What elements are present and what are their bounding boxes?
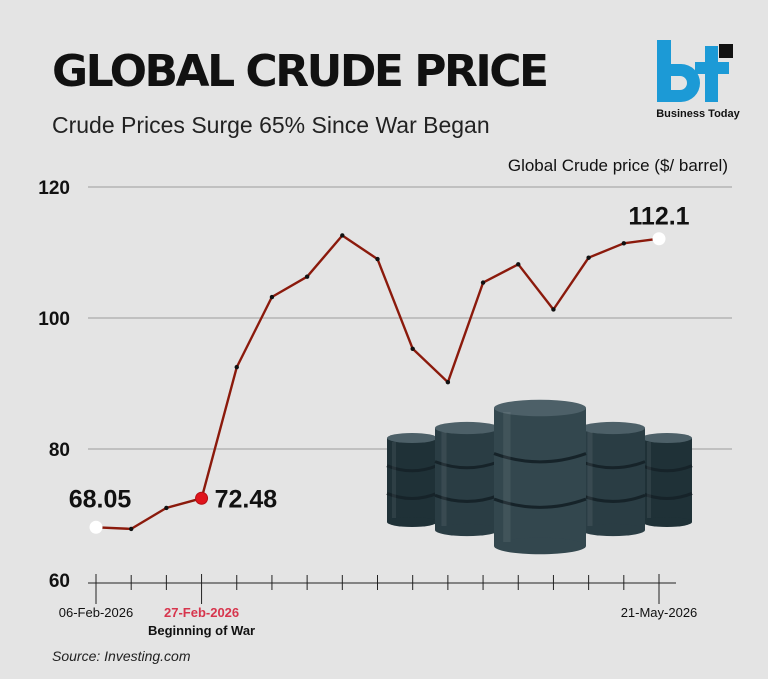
barrel-far-left-shine xyxy=(392,442,396,518)
y-tick-label-120: 120 xyxy=(38,178,70,199)
barrel-right-shine xyxy=(587,432,593,526)
oil-barrels-illustration xyxy=(386,399,693,555)
data-point-15 xyxy=(621,241,627,246)
barrel-left-shine xyxy=(441,432,447,526)
barrel-left xyxy=(434,421,500,537)
barrel-far-left xyxy=(386,432,438,528)
barrel-left-hoop-1 xyxy=(434,493,500,503)
barrel-far-right-body xyxy=(642,438,692,522)
source-note: Source: Investing.com xyxy=(52,648,191,664)
chart-subtitle: Crude Prices Surge 65% Since War Began xyxy=(52,112,490,138)
barrel-center-bottom xyxy=(494,537,586,555)
highlight-marker-0 xyxy=(89,520,103,534)
data-point-8 xyxy=(375,256,380,262)
barrel-right-hoop-1 xyxy=(580,493,646,503)
barrel-left-hoop-0 xyxy=(434,460,500,470)
y-axis-label: Global Crude price ($/ barrel) xyxy=(507,156,728,175)
barrel-left-body xyxy=(435,428,499,530)
data-point-5 xyxy=(269,294,275,300)
barrel-right-bottom xyxy=(581,523,645,537)
data-point-7 xyxy=(340,233,345,238)
barrel-right-body xyxy=(581,428,645,530)
y-tick-label-80: 80 xyxy=(49,440,70,461)
logo-b-bowl xyxy=(671,64,700,102)
x-tick-label-2: 21-May-2026 xyxy=(621,605,698,620)
business-today-logo: Business Today xyxy=(656,40,741,120)
highlight-marker-1 xyxy=(195,491,209,505)
gridlines: 60 80 100 120 xyxy=(38,178,732,592)
y-tick-label-100: 100 xyxy=(38,309,70,330)
barrel-center-hoop-1 xyxy=(493,497,587,509)
barrel-far-right-hoop-0 xyxy=(641,464,693,473)
barrel-far-right-lid xyxy=(642,432,692,444)
barrel-left-bottom xyxy=(435,523,499,537)
y-tick-label-60: 60 xyxy=(49,571,70,592)
barrel-far-left-bottom xyxy=(387,516,437,528)
chart-title: GLOBAL CRUDE PRICE xyxy=(52,46,549,97)
barrel-far-left-body xyxy=(387,438,437,522)
barrel-far-right-hoop-1 xyxy=(641,492,693,500)
barrel-right-hoop-0 xyxy=(580,460,646,470)
barrel-right-lid xyxy=(581,421,645,435)
x-tick-note-1: Beginning of War xyxy=(148,623,255,638)
data-point-1 xyxy=(128,526,134,532)
data-labels: 68.05 72.48 112.1 xyxy=(69,203,690,534)
barrel-center-hoop-0 xyxy=(493,452,587,464)
logo-t-bar xyxy=(695,62,729,74)
x-tick-label-1: 27-Feb-2026 xyxy=(164,605,239,620)
data-point-10 xyxy=(445,379,451,385)
barrel-far-left-hoop-1 xyxy=(386,492,438,500)
data-point-4 xyxy=(234,364,239,370)
barrel-far-right-shine xyxy=(647,442,651,518)
barrel-far-left-hoop-0 xyxy=(386,464,438,473)
data-point-14 xyxy=(586,255,591,260)
data-point-13 xyxy=(551,307,556,312)
barrel-far-right-bottom xyxy=(642,516,692,528)
data-label-0: 68.05 xyxy=(69,485,132,513)
data-label-2: 112.1 xyxy=(628,203,689,231)
barrel-center-lid xyxy=(494,399,586,417)
barrel-left-lid xyxy=(435,421,499,435)
data-point-2 xyxy=(164,505,169,511)
data-point-12 xyxy=(516,262,521,267)
x-tick-label-0: 06-Feb-2026 xyxy=(59,605,133,620)
barrel-center-body xyxy=(494,408,586,546)
data-label-1: 72.48 xyxy=(215,485,278,513)
barrel-center-shine xyxy=(503,412,511,542)
logo-corner-mark xyxy=(719,44,733,58)
barrel-far-right xyxy=(641,432,693,528)
logo-b-stem xyxy=(657,40,671,102)
data-point-6 xyxy=(304,274,310,279)
data-point-11 xyxy=(480,280,486,285)
data-point-9 xyxy=(410,346,415,351)
barrel-far-left-lid xyxy=(387,432,437,444)
barrel-right xyxy=(580,421,646,537)
highlight-marker-2 xyxy=(652,232,666,246)
barrel-center xyxy=(493,399,587,555)
logo-text: Business Today xyxy=(656,108,740,120)
x-axis: 06-Feb-2026 27-Feb-2026 Beginning of War 21… xyxy=(59,574,698,638)
